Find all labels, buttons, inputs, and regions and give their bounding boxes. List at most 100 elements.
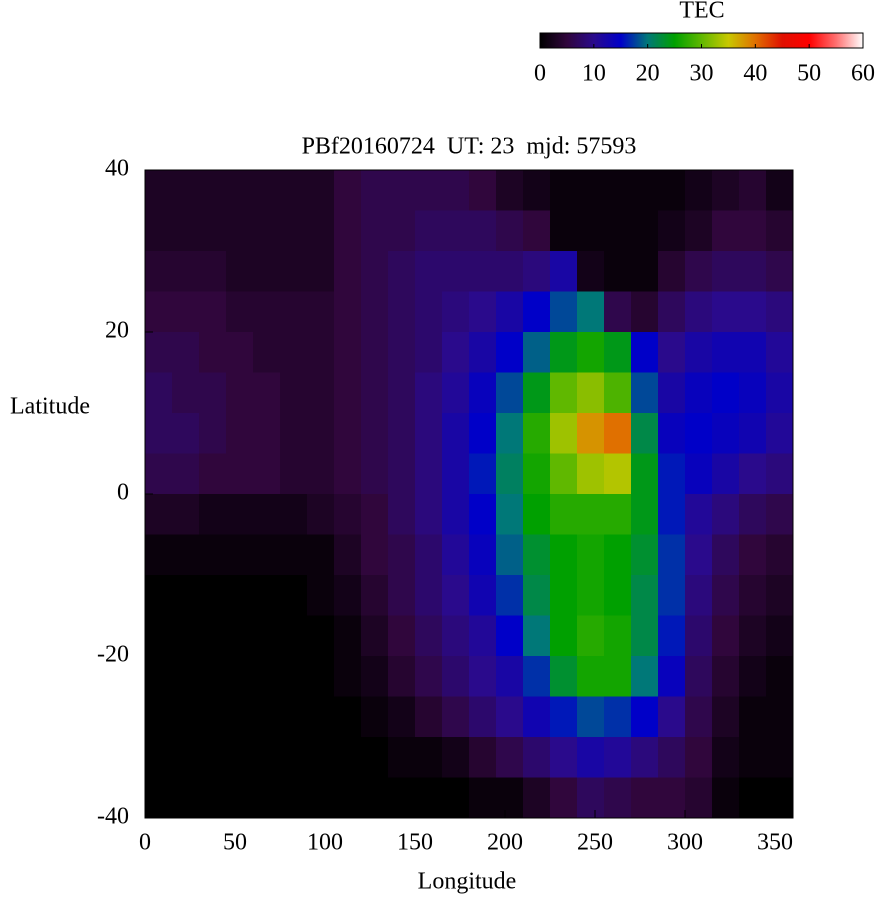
heat-cell <box>334 170 362 211</box>
colorbar-tick-label: 30 <box>690 61 714 87</box>
heat-cell <box>334 372 362 414</box>
heat-cell <box>577 251 605 292</box>
heat-cell <box>415 494 443 535</box>
heat-cell <box>631 210 659 252</box>
heat-cell <box>469 534 497 576</box>
heat-cell <box>496 737 524 778</box>
heat-cell <box>415 696 443 738</box>
heat-cell <box>280 332 308 373</box>
heat-cell <box>496 210 524 252</box>
heat-cell <box>334 737 362 778</box>
heat-cell <box>253 372 281 414</box>
heat-cell <box>172 777 200 819</box>
heat-cell <box>712 453 740 495</box>
y-tick-label: 40 <box>105 156 129 182</box>
heat-cell <box>199 170 227 211</box>
heat-cell <box>361 777 389 819</box>
heat-cell <box>388 170 416 211</box>
heat-cell <box>361 737 389 778</box>
heat-cell <box>550 413 578 454</box>
heat-cell <box>739 372 767 414</box>
heat-cell <box>280 656 308 697</box>
heat-cell <box>604 170 632 211</box>
heat-cell <box>253 575 281 616</box>
heat-cell <box>199 696 227 738</box>
heat-cell <box>523 615 551 657</box>
heat-cell <box>361 656 389 697</box>
heat-cell <box>334 534 362 576</box>
heat-cell <box>145 575 173 616</box>
heat-cell <box>145 170 173 211</box>
heat-cell <box>739 413 767 454</box>
heat-cell <box>307 251 335 292</box>
heat-cell <box>415 210 443 252</box>
x-tick-label: 150 <box>397 830 433 856</box>
heat-cell <box>361 291 389 333</box>
heat-cell <box>307 332 335 373</box>
heat-cell <box>253 615 281 657</box>
heat-cell <box>307 453 335 495</box>
heat-cell <box>496 413 524 454</box>
heat-cell <box>523 332 551 373</box>
heat-cell <box>334 615 362 657</box>
heat-cell <box>199 291 227 333</box>
heat-cell <box>685 291 713 333</box>
y-tick-label: -40 <box>97 804 129 830</box>
heat-cell <box>496 494 524 535</box>
heat-cell <box>388 656 416 697</box>
heat-cell <box>307 696 335 738</box>
heat-cell <box>442 210 470 252</box>
heat-cell <box>550 332 578 373</box>
heat-cell <box>739 696 767 738</box>
heat-cell <box>361 696 389 738</box>
heat-cell <box>766 696 794 738</box>
heat-cell <box>469 170 497 211</box>
heat-cell <box>199 453 227 495</box>
heat-cell <box>577 372 605 414</box>
heat-cell <box>550 372 578 414</box>
heat-cell <box>712 615 740 657</box>
heat-cell <box>334 696 362 738</box>
heat-cell <box>577 170 605 211</box>
heat-cell <box>226 453 254 495</box>
heat-cell <box>415 251 443 292</box>
heat-cell <box>766 170 794 211</box>
heat-cell <box>685 737 713 778</box>
heat-cell <box>766 494 794 535</box>
heat-cell <box>469 291 497 333</box>
heat-cell <box>712 737 740 778</box>
heat-cell <box>577 777 605 819</box>
heat-cell <box>685 332 713 373</box>
heat-cell <box>307 737 335 778</box>
heat-cell <box>604 777 632 819</box>
heat-cell <box>685 777 713 819</box>
heat-cell <box>631 332 659 373</box>
heat-cell <box>361 534 389 576</box>
heat-cell <box>172 737 200 778</box>
heat-cell <box>253 534 281 576</box>
heat-cell <box>685 696 713 738</box>
heat-cell <box>388 615 416 657</box>
heat-cell <box>442 251 470 292</box>
heat-cell <box>145 656 173 697</box>
heat-cell <box>145 534 173 576</box>
heat-cell <box>388 494 416 535</box>
heat-cell <box>631 251 659 292</box>
heat-cell <box>766 251 794 292</box>
heat-cell <box>388 291 416 333</box>
heat-cell <box>469 372 497 414</box>
heat-cell <box>739 453 767 495</box>
heat-cell <box>442 170 470 211</box>
heat-cell <box>550 291 578 333</box>
heat-cell <box>658 615 686 657</box>
heat-cell <box>280 494 308 535</box>
x-tick-label: 100 <box>307 830 343 856</box>
heat-cell <box>199 494 227 535</box>
heat-cell <box>442 615 470 657</box>
heat-cell <box>253 291 281 333</box>
heat-cell <box>415 291 443 333</box>
heat-cell <box>415 332 443 373</box>
heat-cell <box>712 251 740 292</box>
heat-cell <box>496 251 524 292</box>
heat-cell <box>226 696 254 738</box>
